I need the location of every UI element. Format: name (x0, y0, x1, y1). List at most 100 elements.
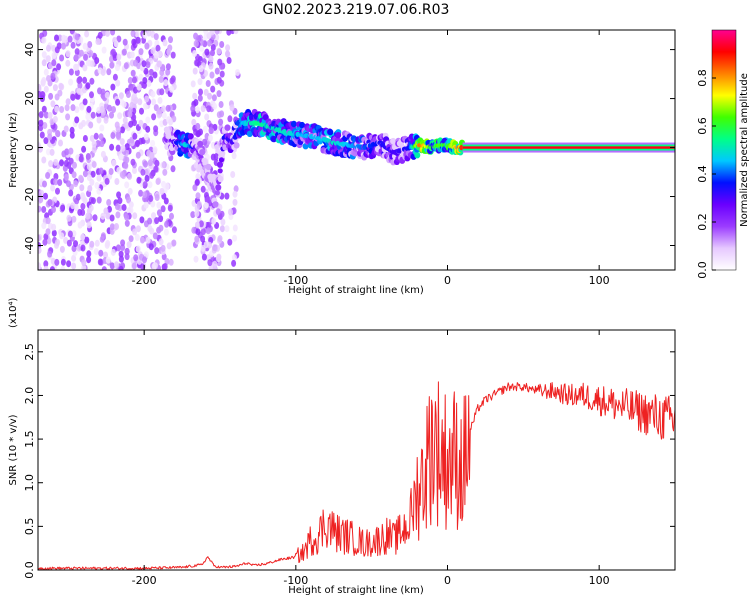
noise-speck (139, 236, 145, 244)
noise-speck (73, 63, 79, 71)
noise-speck (220, 218, 226, 226)
noise-speck (149, 171, 155, 179)
noise-speck (80, 233, 86, 241)
noise-speck (206, 221, 212, 229)
ridge-point (215, 184, 222, 191)
noise-speck (45, 217, 51, 225)
noise-speck (78, 174, 84, 182)
noise-speck (82, 76, 88, 84)
noise-speck (210, 49, 215, 57)
spectrogram-xlabel: Height of straight line (km) (288, 285, 424, 296)
noise-speck (83, 53, 88, 61)
noise-speck (114, 178, 120, 185)
noise-speck (143, 201, 149, 209)
noise-speck (219, 41, 225, 48)
noise-speck (156, 201, 162, 209)
noise-speck (115, 98, 121, 106)
noise-speck (45, 172, 51, 179)
noise-speck (192, 92, 198, 100)
noise-speck (95, 140, 101, 147)
noise-speck (161, 105, 166, 113)
noise-speck (140, 168, 146, 176)
noise-speck (147, 159, 153, 167)
noise-speck (139, 216, 145, 224)
y-tick-label: 20 (23, 92, 36, 106)
noise-speck (58, 139, 63, 147)
noise-speck (65, 98, 71, 106)
noise-speck (193, 99, 199, 106)
noise-speck (84, 30, 90, 38)
noise-speck (114, 223, 119, 230)
y-tick-label: -20 (23, 188, 36, 206)
noise-speck (217, 235, 223, 243)
noise-speck (192, 184, 198, 192)
noise-speck (165, 63, 171, 71)
noise-speck (218, 101, 224, 108)
noise-speck (73, 180, 79, 188)
noise-speck (101, 46, 107, 54)
noise-speck (205, 227, 211, 235)
noise-speck (108, 168, 114, 175)
noise-speck (195, 130, 201, 138)
noise-speck (64, 148, 70, 156)
snr-ylabel: SNR (10 * v/v) (8, 414, 19, 485)
noise-speck (165, 68, 171, 76)
noise-speck (50, 72, 56, 80)
noise-speck (49, 148, 55, 156)
noise-speck (115, 79, 121, 87)
noise-speck (94, 239, 100, 247)
noise-speck (94, 57, 100, 64)
noise-speck (216, 253, 222, 261)
noise-speck (71, 171, 77, 179)
noise-speck (98, 167, 104, 175)
noise-speck (41, 156, 47, 164)
noise-speck (95, 38, 101, 45)
noise-speck (214, 30, 220, 35)
noise-speck (79, 184, 85, 192)
noise-speck (60, 265, 66, 270)
noise-speck (200, 228, 206, 236)
noise-speck (38, 196, 44, 204)
ridge-point (219, 150, 226, 157)
noise-speck (164, 220, 170, 228)
noise-speck (54, 34, 59, 42)
noise-speck (59, 159, 64, 167)
noise-speck (231, 259, 237, 267)
colorbar-label: Normalized spectral amplitude (739, 73, 750, 227)
ridge-point (414, 152, 421, 159)
noise-speck (159, 69, 165, 76)
y-tick-label: 1.5 (23, 430, 36, 448)
x-tick-label: 0 (444, 574, 451, 587)
noise-speck (131, 113, 137, 121)
noise-speck (124, 181, 130, 189)
noise-speck (86, 250, 92, 258)
noise-speck (216, 47, 222, 55)
noise-speck (170, 165, 176, 173)
ridge-point (212, 201, 219, 208)
noise-speck (85, 153, 91, 160)
noise-speck (143, 67, 149, 75)
noise-speck (110, 48, 116, 56)
noise-speck (147, 181, 153, 189)
noise-speck (51, 59, 57, 67)
noise-speck (81, 259, 87, 267)
noise-speck (171, 239, 177, 247)
noise-speck (171, 226, 177, 234)
colorbar-tick-label: 0.8 (696, 69, 709, 87)
noise-speck (194, 178, 200, 186)
noise-speck (135, 151, 141, 159)
noise-speck (109, 61, 115, 69)
noise-speck (66, 214, 72, 222)
noise-speck (161, 180, 166, 188)
noise-speck (84, 236, 90, 244)
noise-speck (65, 113, 71, 121)
noise-speck (82, 42, 88, 50)
noise-speck (203, 30, 209, 35)
noise-speck (106, 68, 112, 76)
noise-speck (52, 115, 58, 123)
noise-speck (50, 184, 56, 192)
noise-speck (115, 125, 121, 133)
noise-speck (42, 180, 47, 188)
noise-speck (136, 83, 142, 91)
noise-speck (109, 111, 114, 119)
